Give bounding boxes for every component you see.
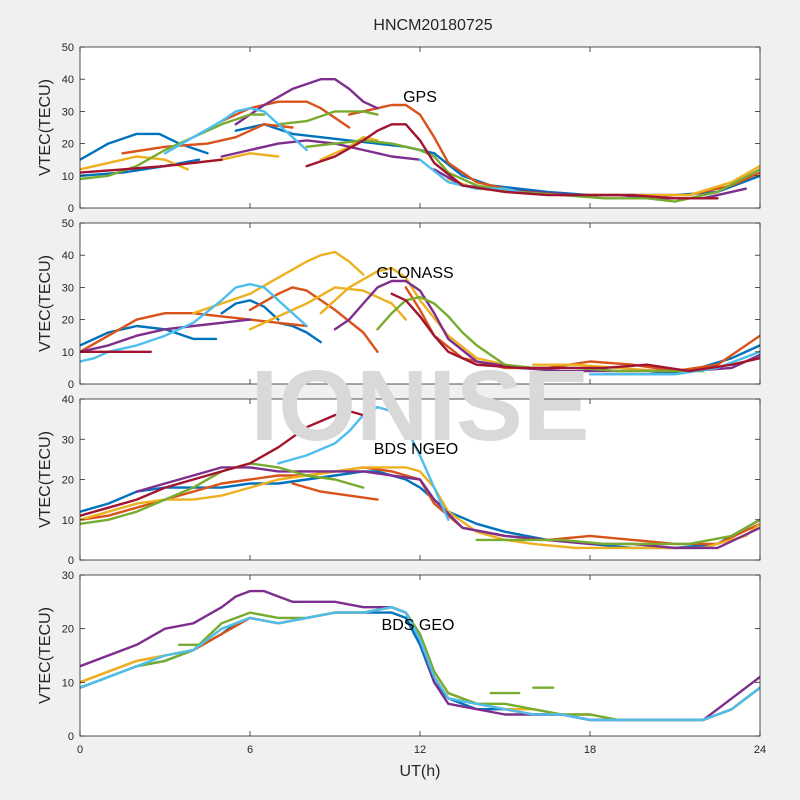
series-line	[80, 606, 760, 722]
y-tick-label: 10	[62, 347, 74, 359]
y-axis-label: VTEC(TECU)	[37, 431, 54, 528]
series-group	[80, 250, 760, 376]
series-group	[80, 589, 760, 722]
y-tick-label: 40	[62, 394, 74, 406]
series-line	[80, 158, 201, 178]
panel-0: 0 10 20 30 40 50 VTEC(TECU) GPS	[37, 42, 761, 215]
series-line	[234, 77, 379, 126]
y-tick-label: 30	[62, 282, 74, 294]
series-line	[80, 324, 218, 347]
y-tick-label: 20	[62, 315, 74, 327]
y-tick-label: 10	[62, 515, 74, 527]
x-tick-label: 12	[414, 744, 426, 756]
y-tick-label: 40	[62, 74, 74, 86]
series-line	[319, 266, 521, 370]
y-tick-label: 20	[62, 139, 74, 151]
series-line	[277, 405, 450, 521]
series-line	[220, 139, 422, 161]
series-line	[305, 139, 760, 203]
series-line	[80, 409, 365, 517]
series-line	[80, 158, 223, 174]
y-tick-label: 0	[68, 555, 74, 567]
panel-label: GPS	[403, 89, 437, 106]
panels-group: 0 10 20 30 40 50 VTEC(TECU) GPS 0 10 20 30 40 50 VTEC(…	[37, 42, 766, 756]
series-line	[80, 155, 189, 171]
plot-area	[80, 575, 760, 736]
series-line	[248, 286, 407, 331]
x-tick-label: 18	[584, 744, 596, 756]
panel-3: 0 10 20 30 0 6 12 18 24 VTEC(TECU) BDS GEO	[37, 570, 766, 756]
y-tick-label: 30	[62, 570, 74, 582]
panel-label: GLONASS	[376, 265, 453, 282]
x-tick-label: 0	[77, 744, 83, 756]
y-tick-label: 20	[62, 475, 74, 487]
series-line	[588, 350, 760, 376]
series-line	[121, 123, 294, 155]
y-tick-label: 10	[62, 171, 74, 183]
y-tick-label: 30	[62, 434, 74, 446]
series-line	[305, 123, 719, 200]
y-axis-label: VTEC(TECU)	[37, 607, 54, 704]
chart-title: HNCM20180725	[373, 17, 492, 34]
series-line	[475, 518, 760, 546]
y-tick-label: 0	[68, 731, 74, 743]
series-line	[277, 110, 379, 126]
panel-1: 0 10 20 30 40 50 VTEC(TECU) GLONASS	[37, 218, 761, 391]
y-tick-label: 0	[68, 379, 74, 391]
y-tick-label: 50	[62, 218, 74, 230]
y-tick-label: 10	[62, 677, 74, 689]
y-axis-label: VTEC(TECU)	[37, 255, 54, 352]
series-line	[376, 295, 705, 373]
series-line	[192, 250, 365, 315]
y-axis-label: VTEC(TECU)	[37, 79, 54, 176]
series-line	[80, 113, 266, 181]
x-tick-label: 6	[247, 744, 253, 756]
watermark: IONISE	[251, 350, 590, 462]
x-tick-label: 24	[754, 744, 766, 756]
y-tick-label: 30	[62, 106, 74, 118]
series-line	[220, 299, 280, 321]
series-group	[80, 405, 760, 550]
panel-label: BDS GEO	[382, 617, 455, 634]
series-line	[291, 482, 379, 501]
series-line	[390, 292, 760, 373]
series-line	[248, 286, 379, 353]
y-tick-label: 0	[68, 203, 74, 215]
x-axis-label: UT(h)	[400, 763, 441, 780]
series-line	[80, 318, 252, 353]
panel-2: 0 10 20 30 40 VTEC(TECU) BDS NGEO	[37, 394, 761, 567]
plot-area	[80, 223, 760, 384]
y-tick-label: 20	[62, 624, 74, 636]
series-line	[163, 106, 308, 155]
y-tick-label: 50	[62, 42, 74, 54]
plot-area	[80, 47, 760, 208]
y-tick-label: 40	[62, 250, 74, 262]
panel-label: BDS NGEO	[374, 441, 458, 458]
series-line	[80, 466, 760, 546]
series-line	[80, 466, 760, 550]
series-group	[80, 77, 760, 203]
